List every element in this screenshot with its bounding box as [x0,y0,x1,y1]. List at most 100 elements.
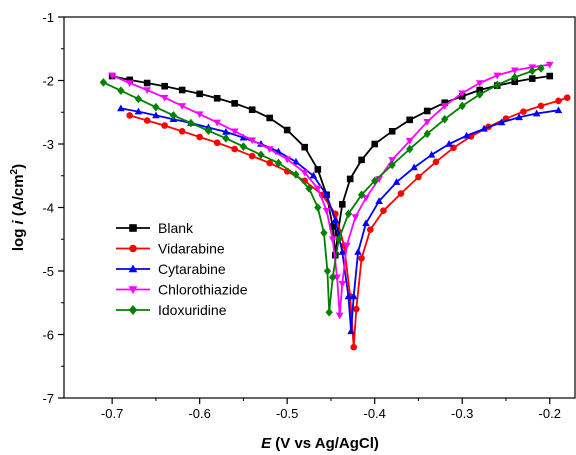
data-point-idoxuridine [325,307,333,317]
y-tick-label: -4 [42,201,54,216]
x-axis-title-text: (V vs Ag/AgCl) [271,435,379,452]
data-point-vidarabine [520,108,527,115]
data-point-cytarabine [347,327,355,335]
data-point-cytarabine [349,292,358,300]
legend-marker-idoxuridine [128,305,138,315]
data-point-cytarabine [445,140,453,147]
data-point-vidarabine [432,158,440,166]
data-point-chlorothiazide [314,185,322,193]
data-point-idoxuridine [314,203,322,212]
data-point-idoxuridine [371,176,379,186]
data-point-idoxuridine [152,102,160,112]
data-point-blank [406,116,414,124]
data-point-cytarabine [239,133,248,141]
x-axis-title: E (V vs Ag/AgCl) [261,435,379,452]
series-idoxuridine [99,64,545,317]
data-point-chlorothiazide [510,67,519,75]
x-tick-label: -0.6 [188,406,210,421]
x-tick-label: -0.3 [451,406,473,421]
data-point-chlorothiazide [545,61,554,69]
data-point-chlorothiazide [322,207,331,215]
data-point-idoxuridine [292,170,300,179]
legend-label-idoxuridine: Idoxuridine [158,302,227,318]
data-point-chlorothiazide [108,72,116,80]
data-point-idoxuridine [344,209,353,219]
data-point-vidarabine [380,207,387,214]
data-point-cytarabine [134,107,143,115]
data-point-idoxuridine [476,90,484,99]
data-point-idoxuridine [528,66,536,76]
legend-label-blank: Blank [158,220,194,236]
data-point-cytarabine [462,131,471,139]
series-line-idoxuridine [103,67,542,314]
data-point-chlorothiazide [423,118,432,126]
y-axis-title-symbol: i [10,219,27,224]
legend-label-vidarabine: Vidarabine [158,241,225,257]
data-point-blank [371,140,379,148]
x-tick-label: -0.4 [363,406,385,421]
data-point-chlorothiazide [493,72,502,80]
data-point-cytarabine [344,292,353,300]
y-axis-title: log i (A/cm2) [9,164,27,251]
data-point-blank [528,75,536,82]
data-point-vidarabine [358,254,365,262]
data-point-cytarabine [515,113,523,121]
y-tick-label: -5 [42,264,54,279]
data-point-vidarabine [266,159,273,167]
data-point-vidarabine [555,97,562,105]
data-point-cytarabine [322,190,331,198]
data-point-idoxuridine [329,273,337,282]
data-point-idoxuridine [423,129,431,139]
data-point-vidarabine [397,190,405,197]
data-point-chlorothiazide [143,87,151,94]
data-point-vidarabine [126,112,133,119]
data-point-cytarabine [331,216,340,224]
series-line-chlorothiazide [111,63,550,317]
data-point-idoxuridine [274,158,283,168]
data-point-cytarabine [338,247,347,255]
data-point-chlorothiazide [362,195,370,202]
data-point-chlorothiazide [338,280,347,288]
data-point-blank [339,201,346,208]
data-point-cytarabine [222,127,230,135]
data-point-blank [423,107,431,115]
data-point-vidarabine [563,94,571,101]
y-axis-title-log: log [10,224,27,251]
data-point-vidarabine [350,343,357,351]
data-point-vidarabine [353,305,360,313]
y-axis-title-superscript: 2 [9,168,20,174]
data-point-idoxuridine [511,73,519,82]
data-point-blank [196,90,203,98]
data-point-blank [143,79,151,87]
legend-label-chlorothiazide: Chlorothiazide [158,282,248,298]
x-axis-ticks: -0.7 -0.6 -0.5 -0.4 -0.3 -0.2 [101,398,561,421]
data-point-chlorothiazide [351,214,360,221]
data-point-cytarabine [480,124,488,132]
data-point-idoxuridine [305,184,313,193]
data-point-blank [388,128,396,135]
data-point-blank [546,72,554,80]
legend-marker-vidarabine [129,244,137,253]
data-point-cytarabine [427,150,436,158]
data-point-blank [346,175,354,183]
data-point-cytarabine [354,247,362,255]
data-point-chlorothiazide [388,157,397,164]
data-point-chlorothiazide [458,90,467,98]
data-point-blank [358,156,365,164]
data-point-idoxuridine [117,86,125,95]
data-point-blank [301,143,308,151]
data-point-cytarabine [292,157,300,165]
data-point-chlorothiazide [178,103,186,110]
data-point-cytarabine [497,118,506,126]
data-point-chlorothiazide [475,80,484,87]
x-tick-label: -0.7 [101,406,123,421]
data-point-idoxuridine [537,64,545,73]
data-point-chlorothiazide [265,146,274,154]
legend: Blank Vidarabine Cytarabine Chlorothiazide I… [116,220,248,318]
legend-marker-cytarabine [128,264,138,273]
data-point-blank [161,82,168,90]
y-tick-label: -2 [42,74,54,89]
data-point-chlorothiazide [283,156,291,164]
data-point-blank [283,126,291,134]
data-point-cytarabine [554,106,563,114]
